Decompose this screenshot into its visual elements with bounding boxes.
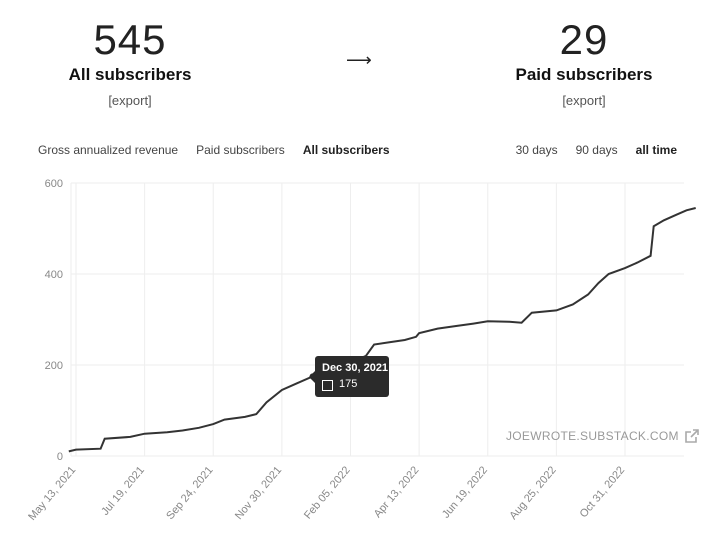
y-tick-label: 0 xyxy=(57,451,63,463)
legend-swatch-icon xyxy=(322,380,333,391)
chart-grid xyxy=(70,182,684,457)
tab-all-time[interactable]: all time xyxy=(635,143,677,157)
chart-tooltip: Dec 30, 2021 175 xyxy=(309,356,389,397)
x-tick-label: Aug 25, 2022 xyxy=(507,464,558,522)
y-axis-ticks: 0 200 400 600 xyxy=(45,178,63,463)
x-tick-label: May 13, 2021 xyxy=(26,464,78,523)
paid-subscribers-stat: 29 Paid subscribers [export] xyxy=(484,16,684,109)
publication-watermark[interactable]: JOEWROTE.SUBSTACK.COM xyxy=(506,428,700,444)
x-tick-label: Apr 13, 2022 xyxy=(372,464,422,520)
range-tabs: 30 days 90 days all time xyxy=(498,143,677,157)
export-paid-subscribers-link[interactable]: [export] xyxy=(562,93,606,108)
watermark-text: JOEWROTE.SUBSTACK.COM xyxy=(506,429,679,443)
y-tick-label: 600 xyxy=(45,178,63,190)
arrow-right-icon: ⟶ xyxy=(346,50,372,70)
x-tick-label: Nov 30, 2021 xyxy=(233,464,284,522)
y-tick-label: 400 xyxy=(45,269,63,281)
all-subscribers-label: All subscribers xyxy=(68,65,192,84)
x-tick-label: Sep 24, 2021 xyxy=(164,464,215,522)
metric-tabs: Gross annualized revenue Paid subscriber… xyxy=(38,143,408,157)
x-axis-ticks: May 13, 2021 Jul 19, 2021 Sep 24, 2021 Nov … xyxy=(26,464,627,523)
x-tick-label: Jun 19, 2022 xyxy=(440,464,490,520)
tab-30-days[interactable]: 30 days xyxy=(515,143,558,157)
tooltip-value: 175 xyxy=(339,378,358,390)
x-tick-label: Oct 31, 2022 xyxy=(578,464,628,520)
series-line xyxy=(68,207,696,453)
tab-90-days[interactable]: 90 days xyxy=(575,143,618,157)
tab-gross-annualized-revenue[interactable]: Gross annualized revenue xyxy=(38,143,179,157)
all-subscribers-count: 545 xyxy=(93,16,167,63)
y-tick-label: 200 xyxy=(45,360,63,372)
paid-subscribers-count: 29 xyxy=(559,16,609,63)
tab-all-subscribers[interactable]: All subscribers xyxy=(302,143,390,157)
tooltip-pointer xyxy=(309,371,315,383)
all-subscribers-stat: 545 All subscribers [export] xyxy=(30,16,230,109)
tooltip-date: Dec 30, 2021 xyxy=(322,362,389,374)
paid-subscribers-label: Paid subscribers xyxy=(515,65,653,84)
x-tick-label: Jul 19, 2021 xyxy=(99,464,147,518)
tab-paid-subscribers[interactable]: Paid subscribers xyxy=(196,143,285,157)
export-all-subscribers-link[interactable]: [export] xyxy=(108,93,152,108)
external-link-icon xyxy=(684,429,699,443)
x-tick-label: Feb 05, 2022 xyxy=(302,464,353,521)
